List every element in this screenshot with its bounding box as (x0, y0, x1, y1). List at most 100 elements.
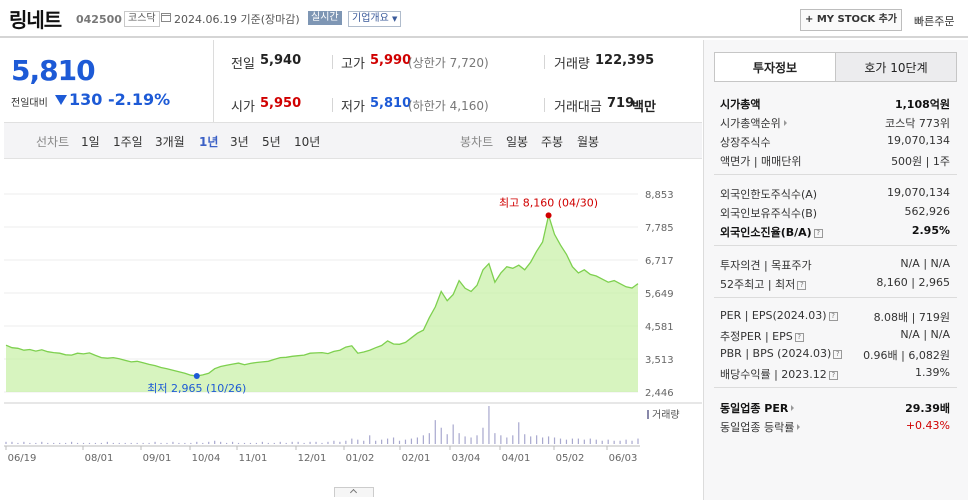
volume-bar (231, 441, 234, 444)
volume-bar (88, 442, 91, 444)
est-per-value: N/A | N/A (900, 328, 950, 341)
stock-code: 042500 (76, 13, 122, 26)
chart-tabs: 선차트 1일 1주일 3개월 1년 3년 5년 10년 봉차트 일봉 주봉 월봉 (4, 123, 702, 159)
volume-bar (452, 424, 454, 444)
par-label: 액면가 | 매매단위 (720, 155, 802, 168)
y-tick-label: 4,581 (645, 322, 674, 333)
volume-bar (273, 442, 275, 444)
low-marker (193, 372, 200, 379)
volume-bar (434, 420, 436, 444)
chevron-right-icon[interactable] (797, 424, 801, 430)
help-icon[interactable]: ? (794, 333, 804, 342)
company-overview-dropdown[interactable]: 기업개요 ▼ (348, 11, 402, 27)
divider (332, 98, 333, 112)
price-summary: 5,810 전일대비 130 -2.19% (4, 40, 214, 122)
quick-order-link[interactable]: 빠른주문 (914, 15, 955, 28)
help-icon[interactable]: ? (828, 312, 838, 321)
volume-bar (386, 438, 389, 444)
volume-bar (512, 435, 514, 444)
week52-value: 8,160 | 2,965 (876, 276, 950, 289)
tab-3y[interactable]: 3년 (230, 135, 249, 149)
high-value: 5,990 (370, 53, 412, 68)
down-triangle-icon (55, 95, 67, 105)
y-tick-label: 5,649 (645, 289, 674, 300)
volume-bar (5, 441, 7, 444)
y-tick-label: 6,717 (645, 256, 674, 267)
market-cap-value: 1,108억원 (894, 98, 950, 111)
opinion-value: N/A | N/A (900, 257, 950, 270)
x-tick-label: 12/01 (298, 453, 327, 464)
par-row: 액면가 | 매매단위 500원 | 1주 (720, 153, 950, 171)
price-chart[interactable]: 8,853 7,785 6,717 5,649 4,581 3,513 2,446 최고 8… (0, 160, 702, 500)
tab-daily[interactable]: 일봉 (506, 135, 529, 149)
volume-bar (297, 441, 299, 444)
volume-bar (524, 434, 526, 444)
volume-bar (464, 436, 466, 444)
volume-bar (202, 442, 204, 444)
tab-weekly[interactable]: 주봉 (541, 135, 564, 149)
volume-bar (506, 437, 508, 444)
market-cap-row: 시가총액 1,108억원 (720, 96, 950, 114)
high-annotation: 최고 8,160 (04/30) (499, 196, 598, 209)
current-price: 5,810 (11, 54, 96, 87)
help-icon[interactable]: ? (828, 371, 838, 380)
foreign-ratio-row: 외국인소진율(B/A)? 2.95% (720, 224, 950, 242)
help-icon[interactable]: ? (797, 281, 807, 290)
volume-bar (398, 440, 401, 444)
volume-bar (321, 442, 323, 444)
tab-investment-info[interactable]: 투자정보 (714, 52, 836, 82)
volume-bar (589, 438, 591, 444)
price-change: 130 (69, 90, 103, 109)
sector-per-row: 동일업종 PER 29.39배 (720, 400, 950, 418)
volume-bar (35, 442, 37, 444)
chevron-right-icon[interactable] (783, 120, 787, 126)
collapse-chart-button[interactable] (334, 487, 374, 497)
add-my-stock-button[interactable]: + MY STOCK 추가 (800, 9, 902, 31)
foreign-limit-value: 19,070,134 (887, 186, 950, 199)
help-icon[interactable]: ? (833, 350, 843, 359)
pbr-label: PBR | BPS (2024.03) (720, 347, 832, 360)
volume-bar (357, 439, 359, 444)
sector-rate-value: +0.43% (905, 419, 950, 432)
tab-monthly[interactable]: 월봉 (577, 135, 600, 149)
tab-1y[interactable]: 1년 (199, 135, 219, 149)
volume-bar (11, 441, 13, 444)
volume-bar (494, 433, 496, 444)
divider (214, 122, 702, 123)
tab-1w[interactable]: 1주일 (113, 135, 143, 149)
week52-label: 52주최고 | 최저 (720, 278, 796, 291)
volume-bar (619, 440, 621, 444)
tab-hoga-10[interactable]: 호가 10단계 (835, 52, 957, 82)
realtime-button[interactable]: 실시간 (308, 11, 342, 25)
tab-3m[interactable]: 3개월 (155, 135, 185, 149)
volume-bar (375, 440, 377, 444)
volume-bar (303, 442, 305, 444)
chevron-right-icon[interactable] (791, 405, 795, 411)
volume-bar (553, 437, 556, 444)
tab-1d[interactable]: 1일 (81, 135, 100, 149)
shares-row: 상장주식수 19,070,134 (720, 134, 950, 152)
line-chart-label[interactable]: 선차트 (36, 135, 70, 149)
volume-bar (178, 442, 180, 444)
cap-rank-value: 코스닥 773위 (885, 117, 950, 130)
tab-5y[interactable]: 5년 (262, 135, 281, 149)
x-tick-label: 08/01 (85, 453, 114, 464)
volume-bar (65, 442, 67, 444)
volume-bar (547, 436, 550, 444)
tab-10y[interactable]: 10년 (294, 135, 321, 149)
volume-bar (607, 439, 609, 444)
foreign-ratio-label: 외국인소진율(B/A) (720, 226, 812, 239)
cap-rank-label: 시가총액순위 (720, 117, 781, 130)
x-tick-label: 04/01 (502, 453, 531, 464)
foreign-limit-label: 외국인한도주식수(A) (720, 188, 818, 201)
per-value: 8.08배 | 719원 (873, 311, 950, 324)
help-icon[interactable]: ? (813, 229, 823, 238)
volume-bar (190, 442, 192, 444)
volume-bar (154, 441, 156, 444)
shares-label: 상장주식수 (720, 136, 771, 149)
volume-bar (542, 437, 544, 444)
par-value: 500원 | 1주 (891, 155, 950, 168)
low-annotation: 최저 2,965 (10/26) (147, 382, 246, 395)
price-chart-svg: 8,853 7,785 6,717 5,649 4,581 3,513 2,446 최고 8… (4, 190, 702, 464)
volume-bar (17, 442, 19, 444)
